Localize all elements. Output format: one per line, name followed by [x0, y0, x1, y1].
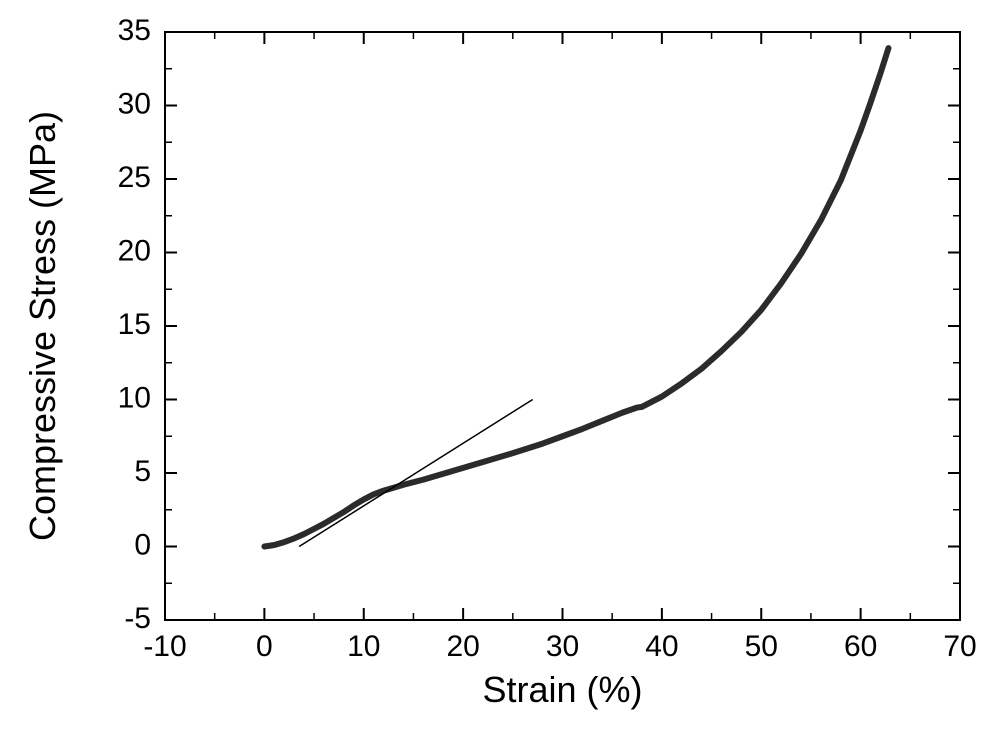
x-tick-label: 70: [943, 630, 976, 663]
y-tick-label: 35: [118, 14, 151, 47]
y-tick-label: 10: [118, 381, 151, 414]
series-elastic-tangent: [299, 400, 533, 547]
y-tick-label: -5: [124, 602, 151, 635]
x-tick-label: 50: [745, 630, 778, 663]
series-stress-strain: [264, 48, 888, 546]
x-tick-label: -10: [143, 630, 186, 663]
x-tick-label: 30: [546, 630, 579, 663]
y-tick-label: 15: [118, 308, 151, 341]
x-tick-label: 20: [446, 630, 479, 663]
x-tick-label: 40: [645, 630, 678, 663]
stress-strain-chart: -10 0 10 20 30 40 50 60 70 -5 0 5 10 15 20 25 30 35 Strain…: [0, 0, 1000, 734]
y-tick-label: 5: [134, 455, 151, 488]
y-tick-label: 0: [134, 528, 151, 561]
x-axis-title: Strain (%): [482, 669, 642, 710]
x-tick-label: 60: [844, 630, 877, 663]
y-axis-title: Compressive Stress (MPa): [22, 111, 63, 541]
y-tick-label: 30: [118, 87, 151, 120]
plot-border: [165, 32, 960, 620]
y-tick-label: 20: [118, 234, 151, 267]
chart-svg: -10 0 10 20 30 40 50 60 70 -5 0 5 10 15 20 25 30 35 Strain…: [0, 0, 1000, 734]
x-tick-label: 0: [256, 630, 273, 663]
x-tick-label: 10: [347, 630, 380, 663]
y-tick-label: 25: [118, 161, 151, 194]
